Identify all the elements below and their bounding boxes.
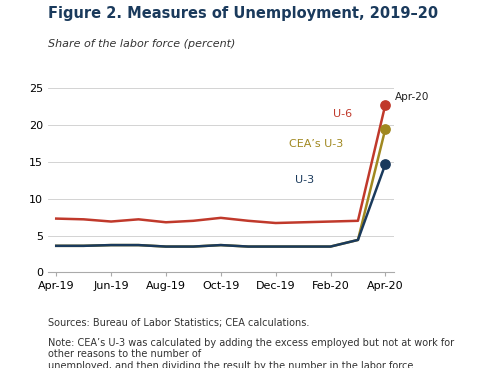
Text: Note: CEA’s U-3 was calculated by adding the excess employed but not at work for: Note: CEA’s U-3 was calculated by adding… xyxy=(48,338,454,368)
Point xyxy=(382,161,389,167)
Text: CEA’s U-3: CEA’s U-3 xyxy=(289,138,344,149)
Text: U-6: U-6 xyxy=(333,109,352,119)
Text: Apr-20: Apr-20 xyxy=(395,92,429,102)
Point xyxy=(382,126,389,132)
Text: Figure 2. Measures of Unemployment, 2019–20: Figure 2. Measures of Unemployment, 2019… xyxy=(48,6,438,21)
Text: Share of the labor force (percent): Share of the labor force (percent) xyxy=(48,39,235,49)
Text: U-3: U-3 xyxy=(295,175,314,185)
Text: Sources: Bureau of Labor Statistics; CEA calculations.: Sources: Bureau of Labor Statistics; CEA… xyxy=(48,318,310,328)
Point xyxy=(382,102,389,107)
